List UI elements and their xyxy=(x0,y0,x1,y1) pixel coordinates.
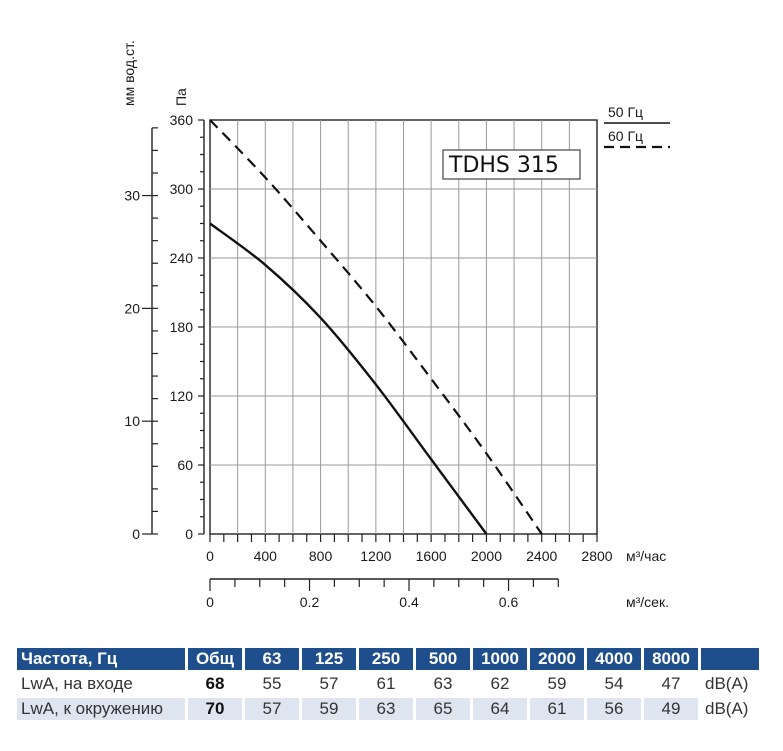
x2-tick-label: 0.2 xyxy=(300,594,320,610)
y2-axis-label-mm: мм вод.ст. xyxy=(121,40,137,106)
band-value: 64 xyxy=(473,698,527,720)
band-value: 54 xyxy=(604,674,624,693)
band-header: 2000 xyxy=(530,648,584,670)
legend: 50 Гц 60 Гц xyxy=(604,104,670,149)
x-tick-label: 800 xyxy=(309,548,333,564)
y-tick-label: 120 xyxy=(170,388,194,404)
noise-table: Частота, Гц Общ 63 125 250 500 1000 2000… xyxy=(14,645,762,723)
band-header: 125 xyxy=(302,648,356,670)
x-tick-label: 0 xyxy=(206,548,214,564)
total-value: 70 xyxy=(188,698,242,720)
chart-series xyxy=(209,119,543,535)
x2-tick-label: 0 xyxy=(206,594,214,610)
y-tick-label: 360 xyxy=(170,112,194,128)
y-tick-label: 240 xyxy=(170,250,194,266)
band-header: 250 xyxy=(359,648,413,670)
row-label: LwA, к окружению xyxy=(17,698,185,720)
x-tick-label: 2000 xyxy=(471,548,502,564)
band-value: 56 xyxy=(587,698,641,720)
table-row: LwA, на входе 68 55 57 61 63 62 59 54 47… xyxy=(17,673,759,695)
band-value: 62 xyxy=(490,674,510,693)
band-value: 49 xyxy=(644,698,698,720)
band-value: 57 xyxy=(245,698,299,720)
band-value: 57 xyxy=(319,674,339,693)
band-value: 63 xyxy=(359,698,413,720)
x2-axis-label-m3s: м³/сек. xyxy=(626,594,669,610)
total-header: Общ xyxy=(188,648,242,670)
unit-header-blank xyxy=(701,648,759,670)
y2-tick-label: 0 xyxy=(132,526,140,542)
legend-label-50hz: 50 Гц xyxy=(608,104,643,120)
band-value: 61 xyxy=(530,698,584,720)
band-header: 1000 xyxy=(473,648,527,670)
x-tick-label: 2400 xyxy=(526,548,557,564)
series-line-60hz xyxy=(209,119,543,535)
row-label: LwA, на входе xyxy=(21,674,133,693)
band-value: 59 xyxy=(547,674,567,693)
chart-grid xyxy=(209,119,598,535)
axis-ticks xyxy=(142,119,598,591)
y-tick-label: 300 xyxy=(170,181,194,197)
x-tick-label: 2800 xyxy=(581,548,612,564)
band-header: 4000 xyxy=(587,648,641,670)
x-tick-label: 1600 xyxy=(416,548,447,564)
band-value: 47 xyxy=(661,674,681,693)
unit-value: dB(A) xyxy=(705,674,749,693)
total-value: 68 xyxy=(205,674,225,693)
x2-tick-label: 0.4 xyxy=(399,594,419,610)
x-tick-label: 1200 xyxy=(360,548,391,564)
y2-tick-label: 10 xyxy=(124,413,140,429)
unit-value: dB(A) xyxy=(701,698,759,720)
noise-table-header: Частота, Гц Общ 63 125 250 500 1000 2000… xyxy=(17,648,759,670)
band-header: 63 xyxy=(245,648,299,670)
freq-header: Частота, Гц xyxy=(17,648,185,670)
y2-tick-label: 20 xyxy=(124,300,140,316)
series-line-50hz xyxy=(209,222,488,535)
band-value: 65 xyxy=(416,698,470,720)
band-value: 61 xyxy=(376,674,396,693)
band-value: 55 xyxy=(262,674,282,693)
y-tick-label: 60 xyxy=(177,457,193,473)
band-value: 59 xyxy=(302,698,356,720)
model-label-box xyxy=(442,149,581,180)
band-header: 500 xyxy=(416,648,470,670)
y-axis-label-pa: Па xyxy=(173,88,189,106)
model-label: TDHS 315 xyxy=(448,153,559,178)
table-row: LwA, к окружению 70 57 59 63 65 64 61 56… xyxy=(17,698,759,720)
legend-label-60hz: 60 Гц xyxy=(608,128,643,144)
x-axis-label-m3h: м³/час xyxy=(626,548,666,564)
x2-tick-label: 0.6 xyxy=(499,594,519,610)
x-tick-label: 400 xyxy=(254,548,278,564)
y-tick-label: 0 xyxy=(185,526,193,542)
band-header: 8000 xyxy=(644,648,698,670)
y-tick-label: 180 xyxy=(170,319,194,335)
band-value: 63 xyxy=(433,674,453,693)
y2-tick-label: 30 xyxy=(124,188,140,204)
